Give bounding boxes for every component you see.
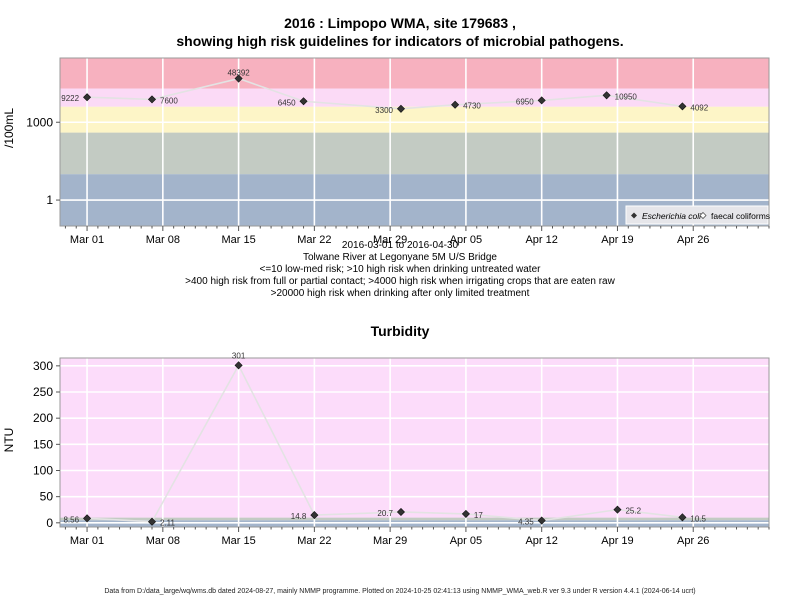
risk-band: [60, 106, 769, 133]
y-tick-label: 50: [40, 490, 54, 504]
y-tick-label: 150: [33, 437, 53, 451]
data-label: 8.56: [63, 515, 79, 524]
turbidity-chart: 0 50 100 150 200 250 300 Mar 01 Mar 08 Mar 15 Mar …: [2, 351, 770, 547]
risk-band: [60, 517, 769, 521]
data-point: [234, 74, 243, 83]
x-tick-label: Apr 05: [450, 535, 482, 547]
plot-frame: [59, 357, 770, 528]
chart2-title: Turbidity: [370, 323, 430, 339]
x-tick-label: Apr 05: [450, 234, 482, 246]
x-tick-label: Apr 26: [677, 535, 709, 547]
ecoli-chart: 1 1000 Mar 01 Mar 08 Mar 15 Mar 22 Mar 29 Apr 0…: [2, 57, 770, 246]
data-label: 17: [474, 511, 483, 520]
caption-line-3: >400 high risk from full or partial cont…: [185, 276, 615, 287]
data-label: 25.2: [625, 507, 641, 516]
data-point: [613, 505, 622, 514]
x-tick-label: Mar 22: [297, 234, 331, 246]
data-label: 7600: [160, 96, 178, 105]
data-point: [678, 513, 687, 522]
data-label: 10950: [615, 92, 638, 101]
data-label: 9222: [61, 94, 79, 103]
data-point: [678, 102, 687, 111]
x-tick-label: Mar 01: [70, 535, 104, 547]
data-point: [147, 95, 157, 104]
chart1-title-line1: 2016 : Limpopo WMA, site 179683 ,: [284, 15, 516, 31]
plot-frame: [59, 57, 770, 227]
y-axis-label: /100mL: [2, 108, 16, 148]
x-tick-label: Apr 19: [601, 535, 633, 547]
x-tick-label: Mar 01: [70, 234, 104, 246]
x-tick-label: Apr 12: [525, 234, 557, 246]
x-tick-label: Mar 08: [146, 535, 180, 547]
data-point: [602, 91, 611, 100]
y-tick-label: 300: [33, 359, 53, 373]
x-tick-label: Mar 08: [146, 234, 180, 246]
caption-line-2: <=10 low-med risk; >10 high risk when dr…: [259, 264, 541, 275]
legend-marker-fc: [699, 211, 707, 220]
x-tick-label: Apr 12: [525, 535, 557, 547]
x-tick-label: Apr 26: [677, 234, 709, 246]
y-tick-label: 250: [33, 385, 53, 399]
data-label: 20.7: [377, 509, 393, 518]
x-tick-label: Mar 15: [221, 234, 255, 246]
chart1-caption: 2016-03-01 to 2016-04-30 Tolwane River a…: [0, 240, 800, 300]
legend-label-ecoli: Escherichia coli: [642, 211, 702, 221]
risk-band: [60, 58, 769, 89]
footer-note: Data from D:/data_large/wq/wms.db dated …: [104, 588, 696, 595]
data-point: [396, 104, 405, 113]
data-point: [83, 93, 92, 102]
data-point: [451, 100, 460, 109]
data-point: [299, 97, 308, 106]
data-label: 301: [232, 351, 246, 360]
data-point: [396, 507, 405, 517]
caption-line-4: >20000 high risk when drinking after onl…: [270, 288, 530, 299]
risk-band: [60, 88, 769, 107]
data-label: 6450: [278, 98, 296, 107]
data-label: 4092: [690, 103, 708, 112]
data-point: [537, 96, 546, 105]
data-point: [83, 514, 92, 523]
data-label: 3300: [375, 106, 393, 115]
legend-box: [625, 205, 769, 225]
x-tick-label: Mar 29: [373, 535, 407, 547]
data-label: 14.8: [291, 512, 307, 521]
data-point: [461, 509, 470, 518]
data-label: 10.5: [690, 514, 706, 523]
data-label: 48392: [227, 69, 250, 78]
data-point: [537, 516, 546, 525]
data-label: 4.35: [518, 518, 534, 527]
x-tick-label: Mar 15: [221, 535, 255, 547]
caption-line-0: 2016-03-01 to 2016-04-30: [341, 240, 459, 251]
y-tick-label: 0: [46, 516, 53, 530]
y-tick-label: 200: [33, 411, 53, 425]
chart1-title: 2016 : Limpopo WMA, site 179683 , showin…: [0, 14, 800, 50]
caption-line-1: Tolwane River at Legonyane 5M U/S Bridge: [303, 252, 497, 263]
data-point: [234, 361, 243, 370]
data-label: 4730: [463, 102, 481, 111]
x-tick-label: Mar 29: [373, 234, 407, 246]
data-label: 6950: [516, 97, 534, 106]
x-tick-label: Apr 19: [601, 234, 633, 246]
data-point: [310, 511, 319, 520]
legend-marker-ecoli: [631, 212, 637, 219]
data-label: 2.11: [160, 519, 176, 528]
risk-band: [60, 358, 769, 518]
y-axis-label: NTU: [2, 428, 16, 453]
legend-label-fc: faecal coliforms: [711, 211, 770, 221]
x-tick-label: Mar 22: [297, 535, 331, 547]
risk-band: [60, 132, 769, 175]
data-point: [147, 517, 157, 526]
y-tick-label: 1000: [26, 115, 53, 129]
y-tick-label: 1: [46, 193, 53, 207]
y-tick-label: 100: [33, 463, 53, 477]
chart1-title-line2: showing high risk guidelines for indicat…: [176, 33, 624, 49]
